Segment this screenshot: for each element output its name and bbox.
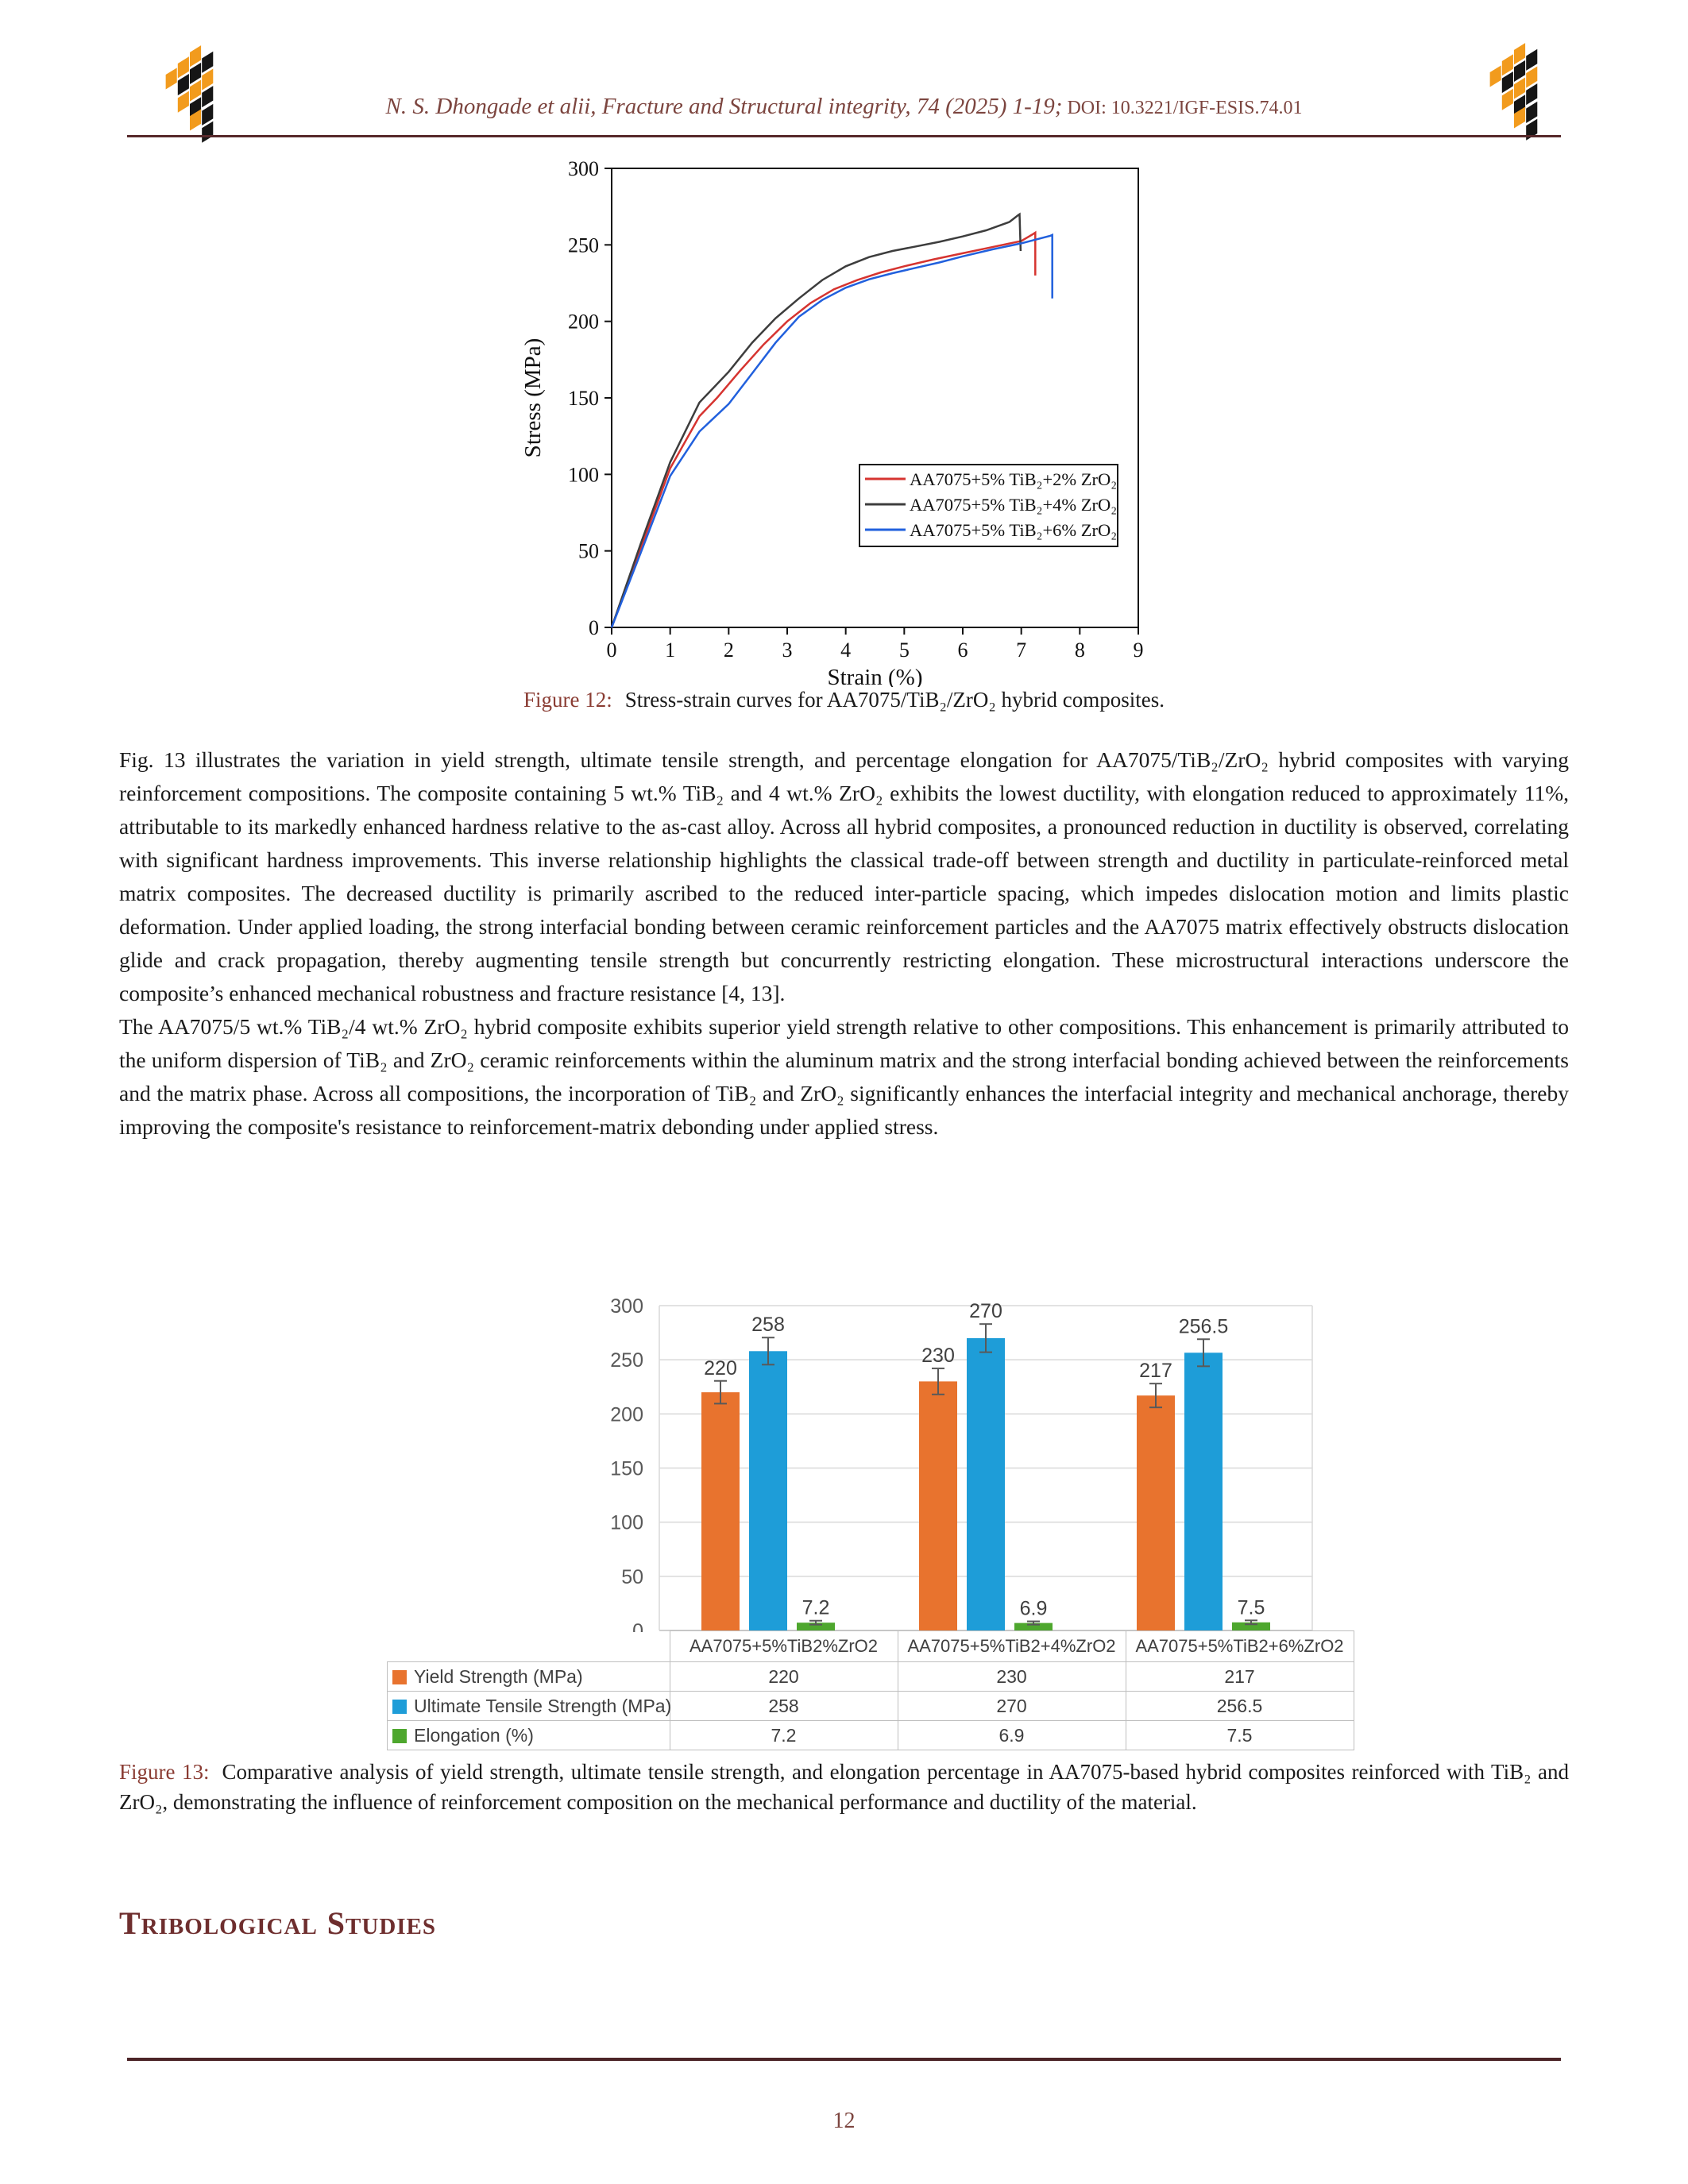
svg-text:50: 50 [621, 1566, 643, 1588]
svg-text:6: 6 [958, 639, 968, 662]
svg-text:100: 100 [568, 463, 599, 486]
svg-text:0: 0 [607, 639, 617, 662]
heading-text: TUDIES [346, 1914, 437, 1939]
paragraph: Fig. 13 illustrates the variation in yie… [119, 747, 1569, 1005]
stress-strain-chart: 0 1 2 3 4 5 6 7 8 9 0 50 100 150 200 250 300 Strain (%) St… [516, 155, 1172, 690]
svg-text:200: 200 [610, 1403, 643, 1426]
table-header-row: AA7075+5%TiB2%ZrO2 AA7075+5%TiB2+4%ZrO2 AA… [388, 1630, 1354, 1662]
table-cell: 7.5 [1125, 1720, 1354, 1750]
figure13-caption-text: Comparative analysis of yield strength, … [119, 1760, 1570, 1814]
svg-text:2: 2 [724, 639, 734, 662]
svg-text:250: 250 [610, 1349, 643, 1372]
svg-text:AA7075+5% TiB₂+4% ZrO₂: AA7075+5% TiB₂+4% ZrO₂ [910, 495, 1117, 515]
table-row: Yield Strength (MPa) 220 230 217 [387, 1661, 1354, 1692]
figure12-caption: Figure 12: Stress-strain curves for AA707… [119, 688, 1569, 712]
table-cell: 220 [669, 1661, 898, 1692]
heading-text: RIBOLOGICAL [141, 1914, 318, 1939]
svg-text:250: 250 [568, 233, 599, 257]
legend-color-swatch-icon [392, 1728, 407, 1743]
header-rule [127, 135, 1561, 137]
series-legend-label: Ultimate Tensile Strength (MPa) [387, 1691, 671, 1721]
mechanical-properties-bar-chart: 0 50 100 150 200 250 300 220 258 7.2 230 270 6.9 217 2… [477, 1295, 1327, 1642]
svg-text:300: 300 [568, 157, 599, 180]
footer-rule [127, 2058, 1561, 2061]
header-citation: N. S. Dhongade et alii, Fracture and Str… [0, 94, 1688, 120]
heading-initial: T [119, 1905, 141, 1941]
heading-initial: S [326, 1905, 346, 1941]
svg-text:50: 50 [578, 540, 599, 563]
svg-text:Stress (MPa): Stress (MPa) [520, 338, 546, 458]
series-legend-label: Yield Strength (MPa) [387, 1661, 670, 1692]
table-cell: 256.5 [1125, 1691, 1354, 1721]
section-heading-tribological-studies: TRIBOLOGICAL STUDIES [119, 1904, 436, 1942]
svg-text:8: 8 [1075, 639, 1085, 662]
figure12-caption-text: Stress-strain curves for AA7075/TiB₂/ZrO… [624, 688, 1165, 712]
series-legend-label: Elongation (%) [387, 1720, 670, 1750]
svg-text:7: 7 [1016, 639, 1026, 662]
citation-doi: DOI: 10.3221/IGF-ESIS.74.01 [1062, 98, 1303, 118]
svg-text:9: 9 [1134, 639, 1144, 662]
svg-text:3: 3 [782, 639, 793, 662]
svg-text:5: 5 [899, 639, 910, 662]
svg-text:150: 150 [568, 387, 599, 410]
legend-color-swatch-icon [392, 1699, 407, 1714]
table-cell: 270 [897, 1691, 1126, 1721]
table-cell: 217 [1125, 1661, 1354, 1692]
svg-text:150: 150 [610, 1458, 643, 1480]
svg-text:258: 258 [751, 1314, 785, 1336]
svg-text:4: 4 [840, 639, 851, 662]
svg-text:200: 200 [568, 311, 599, 334]
svg-text:100: 100 [610, 1512, 643, 1534]
table-category-header: AA7075+5%TiB2+4%ZrO2 [897, 1630, 1126, 1662]
paragraph: The AA7075/5 wt.% TiB₂/4 wt.% ZrO₂ hybri… [119, 1014, 1569, 1139]
body-text: Fig. 13 illustrates the variation in yie… [119, 743, 1569, 1144]
table-category-header: AA7075+5%TiB2%ZrO2 [669, 1630, 898, 1662]
svg-text:7.5: 7.5 [1238, 1596, 1265, 1619]
table-cell: 258 [669, 1691, 898, 1721]
figure13-caption-label: Figure 13: [119, 1760, 210, 1784]
citation-text: N. S. Dhongade et alii, Fracture and Str… [385, 94, 1063, 119]
table-cell: 6.9 [897, 1720, 1126, 1750]
svg-text:230: 230 [921, 1345, 955, 1367]
svg-text:1: 1 [665, 639, 675, 662]
table-corner-cell [388, 1631, 670, 1662]
svg-text:6.9: 6.9 [1020, 1598, 1048, 1620]
igf-journal-logo-icon [1470, 41, 1559, 147]
bar-chart-data-table: AA7075+5%TiB2%ZrO2 AA7075+5%TiB2+4%ZrO2 AA… [387, 1630, 1354, 1750]
svg-text:300: 300 [610, 1295, 643, 1318]
table-row: Elongation (%) 7.2 6.9 7.5 [387, 1720, 1354, 1750]
figure13-caption: Figure 13: Comparative analysis of yield … [119, 1757, 1569, 1817]
svg-text:7.2: 7.2 [802, 1597, 830, 1619]
legend-color-swatch-icon [392, 1669, 407, 1684]
svg-text:217: 217 [1139, 1360, 1172, 1382]
svg-text:AA7075+5% TiB₂+2% ZrO₂: AA7075+5% TiB₂+2% ZrO₂ [910, 469, 1117, 489]
figure12-caption-label: Figure 12: [523, 688, 612, 712]
svg-text:270: 270 [969, 1300, 1002, 1322]
table-category-header: AA7075+5%TiB2+6%ZrO2 [1125, 1630, 1354, 1662]
svg-text:0: 0 [589, 616, 599, 639]
svg-text:Strain (%): Strain (%) [828, 665, 923, 687]
page-number: 12 [832, 2109, 856, 2133]
table-cell: 230 [897, 1661, 1126, 1692]
table-row: Ultimate Tensile Strength (MPa) 258 270 256… [387, 1691, 1354, 1721]
svg-text:256.5: 256.5 [1179, 1315, 1229, 1337]
svg-text:AA7075+5% TiB₂+6% ZrO₂: AA7075+5% TiB₂+6% ZrO₂ [910, 520, 1117, 540]
table-cell: 7.2 [669, 1720, 898, 1750]
svg-text:220: 220 [704, 1357, 737, 1379]
